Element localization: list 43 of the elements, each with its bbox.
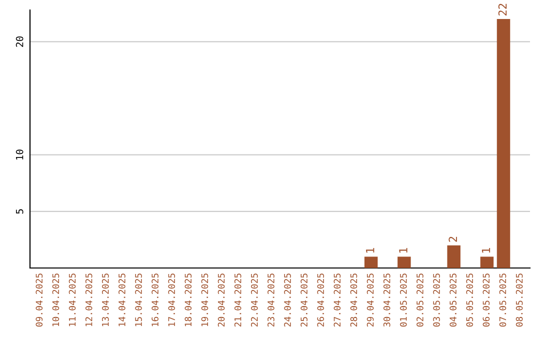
x-tick-label: 24.04.2025 <box>284 274 291 327</box>
data-label: 22 <box>498 4 507 16</box>
x-tick-label: 26.04.2025 <box>317 274 324 327</box>
x-tick-label: 01.05.2025 <box>400 274 407 327</box>
x-tick-label: 15.04.2025 <box>135 274 142 326</box>
bar <box>398 256 411 268</box>
x-tick-label: 28.04.2025 <box>350 274 358 327</box>
x-tick-label: 20.04.2025 <box>218 274 225 327</box>
x-tick-label: 13.04.2025 <box>102 274 109 326</box>
x-tick-label: 19.04.2025 <box>201 274 208 326</box>
data-label: 1 <box>399 248 408 253</box>
x-tick-label: 09.04.2025 <box>36 274 43 327</box>
data-label: 1 <box>482 248 490 253</box>
x-tick-label: 03.05.2025 <box>433 274 440 327</box>
x-tick-label: 21.04.2025 <box>234 274 242 327</box>
x-tick-label: 10.04.2025 <box>52 274 60 326</box>
x-tick-label: 23.04.2025 <box>268 274 274 327</box>
y-tick-label: 20 <box>16 36 24 47</box>
bar <box>480 256 494 268</box>
x-tick-label: 06.05.2025 <box>482 274 490 327</box>
bar <box>496 19 510 268</box>
x-tick-label: 29.04.2025 <box>366 274 374 327</box>
x-tick-label: 07.05.2025 <box>499 274 506 327</box>
x-tick-label: 05.05.2025 <box>466 274 474 327</box>
x-tick-label: 02.05.2025 <box>416 274 424 327</box>
x-tick-label: 30.04.2025 <box>383 274 390 327</box>
x-tick-label: 11.04.2025 <box>68 274 76 326</box>
x-tick-label: 22.04.2025 <box>250 274 258 327</box>
x-tick-label: 14.04.2025 <box>118 274 126 326</box>
data-label: 2 <box>448 236 457 242</box>
x-tick-label: 25.04.2025 <box>300 274 308 327</box>
bar <box>447 245 460 268</box>
x-tick-label: 18.04.2025 <box>184 274 192 326</box>
bar <box>364 256 378 268</box>
x-tick-label: 12.04.2025 <box>85 274 92 326</box>
x-tick-label: 04.05.2025 <box>450 274 456 327</box>
data-label: 1 <box>366 248 374 253</box>
y-tick-label: 5 <box>16 209 24 214</box>
x-tick-label: 17.04.2025 <box>168 274 176 326</box>
x-tick-label: 16.04.2025 <box>152 274 158 326</box>
x-tick-label: 27.04.2025 <box>334 274 341 327</box>
y-tick-label: 10 <box>16 150 24 160</box>
x-tick-label: 08.05.2025 <box>516 274 523 327</box>
